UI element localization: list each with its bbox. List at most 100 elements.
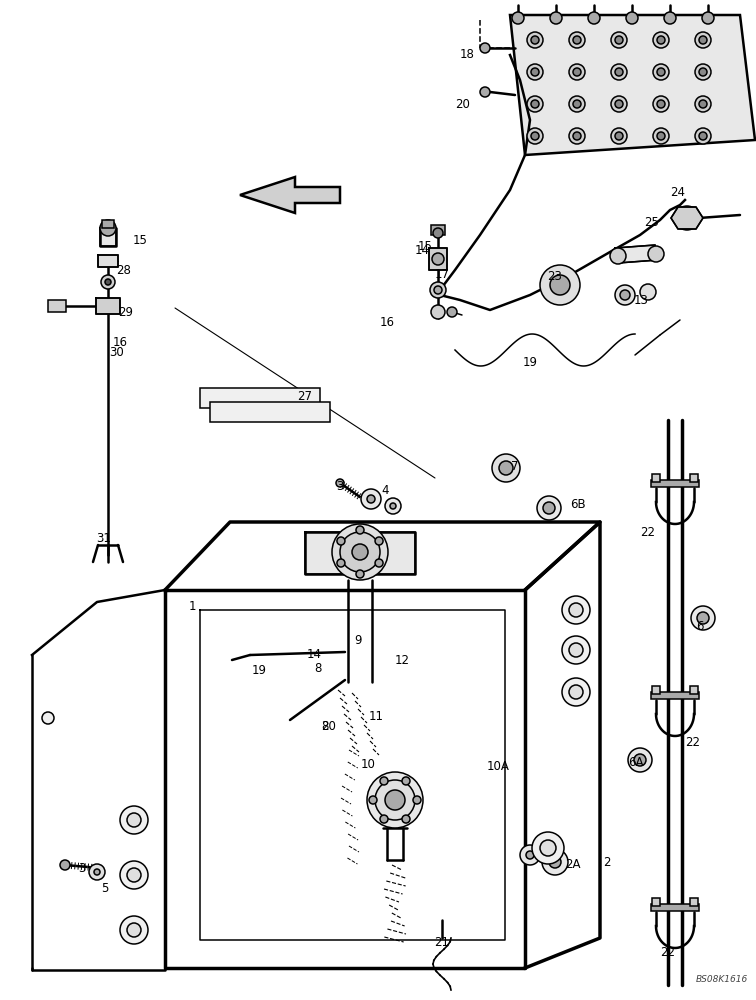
Circle shape <box>615 36 623 44</box>
Text: 25: 25 <box>645 216 659 229</box>
Text: 22: 22 <box>661 946 676 960</box>
Bar <box>690 474 698 482</box>
Bar <box>98 255 118 267</box>
Circle shape <box>375 780 415 820</box>
Circle shape <box>101 275 115 289</box>
Bar <box>652 474 660 482</box>
Circle shape <box>542 849 568 875</box>
Circle shape <box>569 603 583 617</box>
Circle shape <box>430 282 446 298</box>
Polygon shape <box>510 15 755 155</box>
Circle shape <box>385 790 405 810</box>
Circle shape <box>699 132 707 140</box>
Circle shape <box>352 544 368 560</box>
Circle shape <box>569 643 583 657</box>
Circle shape <box>127 813 141 827</box>
Circle shape <box>610 248 626 264</box>
Circle shape <box>653 64 669 80</box>
Circle shape <box>540 265 580 305</box>
Circle shape <box>611 128 627 144</box>
Text: 30: 30 <box>110 346 125 359</box>
Circle shape <box>127 868 141 882</box>
Circle shape <box>550 12 562 24</box>
Circle shape <box>120 806 148 834</box>
Circle shape <box>527 128 543 144</box>
Circle shape <box>526 851 534 859</box>
Circle shape <box>413 796 421 804</box>
Polygon shape <box>240 177 340 213</box>
Circle shape <box>573 132 581 140</box>
Circle shape <box>480 87 490 97</box>
Text: 4: 4 <box>381 484 389 496</box>
Circle shape <box>532 832 564 864</box>
Circle shape <box>615 285 635 305</box>
Circle shape <box>369 796 377 804</box>
Circle shape <box>447 307 457 317</box>
Text: 20: 20 <box>456 99 470 111</box>
Text: 1: 1 <box>188 599 196 612</box>
Circle shape <box>390 503 396 509</box>
Circle shape <box>385 498 401 514</box>
Circle shape <box>480 43 490 53</box>
Circle shape <box>569 64 585 80</box>
Text: 19: 19 <box>252 664 267 676</box>
Circle shape <box>127 923 141 937</box>
Circle shape <box>120 916 148 944</box>
Circle shape <box>695 96 711 112</box>
Polygon shape <box>210 402 330 422</box>
Circle shape <box>531 100 539 108</box>
Polygon shape <box>671 207 703 229</box>
Circle shape <box>699 68 707 76</box>
Text: 18: 18 <box>460 48 475 62</box>
Circle shape <box>375 559 383 567</box>
Circle shape <box>653 32 669 48</box>
Circle shape <box>562 636 590 664</box>
Text: 8: 8 <box>314 662 322 674</box>
Circle shape <box>332 524 388 580</box>
Circle shape <box>60 860 70 870</box>
Circle shape <box>531 68 539 76</box>
Text: 17: 17 <box>435 268 450 282</box>
Circle shape <box>367 772 423 828</box>
Circle shape <box>367 495 375 503</box>
Bar <box>690 898 698 906</box>
Bar <box>305 532 415 574</box>
Text: 5: 5 <box>101 882 109 894</box>
Circle shape <box>573 100 581 108</box>
Circle shape <box>402 777 410 785</box>
Circle shape <box>702 12 714 24</box>
Bar <box>651 904 699 911</box>
Text: BS08K1616: BS08K1616 <box>696 976 748 984</box>
Text: 7: 7 <box>511 460 519 474</box>
Circle shape <box>653 96 669 112</box>
Text: 8: 8 <box>321 720 329 732</box>
Circle shape <box>615 132 623 140</box>
Bar <box>651 692 699 699</box>
Circle shape <box>94 869 100 875</box>
Circle shape <box>527 32 543 48</box>
Text: 14: 14 <box>414 243 429 256</box>
Circle shape <box>695 64 711 80</box>
Circle shape <box>569 685 583 699</box>
Text: 15: 15 <box>417 240 432 253</box>
Circle shape <box>549 856 561 868</box>
Circle shape <box>691 606 715 630</box>
Circle shape <box>361 489 381 509</box>
Circle shape <box>664 12 676 24</box>
Circle shape <box>611 96 627 112</box>
Circle shape <box>573 36 581 44</box>
Circle shape <box>432 253 444 265</box>
Circle shape <box>640 284 656 300</box>
Circle shape <box>628 748 652 772</box>
Circle shape <box>42 712 54 724</box>
Text: 6: 6 <box>696 619 704 633</box>
Text: 21: 21 <box>435 936 450 950</box>
Text: 31: 31 <box>97 532 111 544</box>
Circle shape <box>569 32 585 48</box>
Text: 6A: 6A <box>628 756 644 768</box>
Circle shape <box>356 570 364 578</box>
Text: 20: 20 <box>321 720 336 734</box>
Circle shape <box>573 68 581 76</box>
Circle shape <box>105 279 111 285</box>
Text: 2: 2 <box>603 856 611 868</box>
